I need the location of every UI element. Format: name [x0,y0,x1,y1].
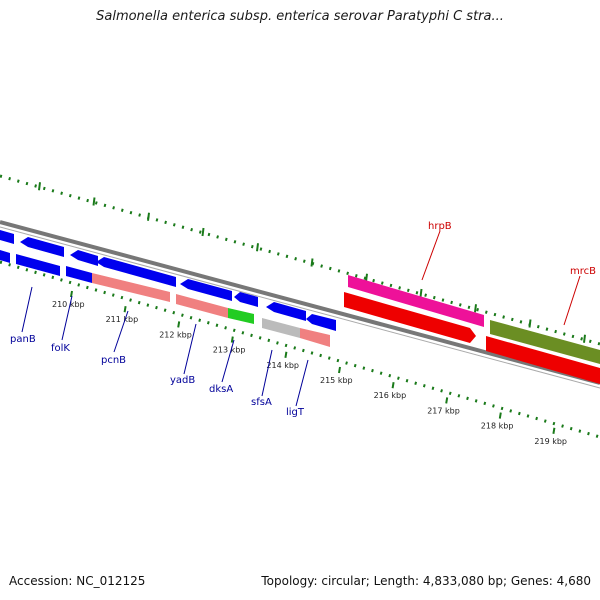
backbone-outer [0,220,600,385]
tick-label: 219 kbp [534,437,567,446]
outer-major-tick [201,227,205,237]
major-tick [391,382,395,389]
tick-label: 218 kbp [481,422,514,431]
gene-labels: panB folK pcnB yadB dksA sfsA ligT hrpB … [10,221,596,418]
outer-major-tick [583,334,586,343]
gene-forward-2[interactable] [20,237,64,257]
major-tick [445,397,449,404]
gene-reverse-2[interactable] [16,254,60,276]
tick-label: 217 kbp [427,406,460,415]
outer-major-tick [147,212,150,221]
gene-forward-6[interactable] [234,292,258,307]
tick-label: 212 kbp [159,330,192,339]
gene-reverse-ligT[interactable] [300,328,330,347]
gene-reverse-dksA[interactable] [228,308,254,324]
forward-strand [0,230,600,364]
tick-label: 214 kbp [266,361,299,370]
outer-major-tick [474,304,477,313]
gene-label-folK[interactable]: folK [51,343,70,354]
gene-forward-8[interactable] [306,314,336,331]
gene-reverse-3[interactable] [66,266,92,283]
tick-label: 216 kbp [374,391,407,400]
gene-reverse-yadB[interactable] [176,294,228,318]
gene-forward-hrpB[interactable] [348,275,484,327]
gene-reverse-1[interactable] [0,250,10,263]
gene-label-ligT[interactable]: ligT [286,407,305,418]
gene-forward-5[interactable] [180,279,232,301]
gene-label-hrpB[interactable]: hrpB [428,221,452,232]
tick-labels: 210 kbp 211 kbp 212 kbp 213 kbp 214 kbp 215 k… [52,300,567,446]
tick-label: 213 kbp [213,346,246,355]
gene-forward-1[interactable] [0,230,14,244]
gene-label-mrcB[interactable]: mrcB [570,266,596,277]
major-tick [338,366,341,374]
outer-major-tick [310,258,314,267]
map-title: Salmonella enterica subsp. enterica sero… [96,9,504,24]
gene-reverse-sfsA[interactable] [262,318,300,338]
label-leaders [21,286,309,407]
major-tick [552,427,556,434]
tick-label: 211 kbp [106,315,139,324]
gene-label-panB[interactable]: panB [10,334,36,345]
gene-reverse-pcnB[interactable] [92,273,170,302]
label-leaders-red [421,230,581,326]
outer-major-tick [528,319,532,328]
gene-label-sfsA[interactable]: sfsA [251,397,272,408]
backbone-inner [0,226,600,389]
gene-forward-mrcB[interactable] [490,320,600,364]
reverse-strand [0,250,600,384]
outer-major-tick [38,182,41,191]
major-tick [284,351,288,358]
topology-label: Topology: circular; Length: 4,833,080 bp… [261,574,591,588]
major-tick [230,336,234,343]
outer-major-tick [92,197,96,206]
gene-reverse-red-1[interactable] [344,292,476,343]
tick-label: 210 kbp [52,300,85,309]
accession-label: Accession: NC_012125 [9,574,146,588]
major-ticks [38,182,586,434]
gene-label-dksA[interactable]: dksA [209,384,233,395]
gene-forward-4[interactable] [96,257,176,287]
gene-forward-7[interactable] [266,302,306,321]
major-tick [123,306,127,313]
major-tick [498,412,502,419]
gene-reverse-red-2[interactable] [486,336,600,384]
gene-label-pcnB[interactable]: pcnB [101,355,126,366]
major-tick [70,290,73,298]
tick-label: 215 kbp [320,376,353,385]
major-tick [177,321,181,328]
outer-major-tick [419,288,423,298]
gene-label-yadB[interactable]: yadB [170,375,195,386]
outer-major-tick [256,243,259,252]
gene-forward-3[interactable] [70,250,98,266]
